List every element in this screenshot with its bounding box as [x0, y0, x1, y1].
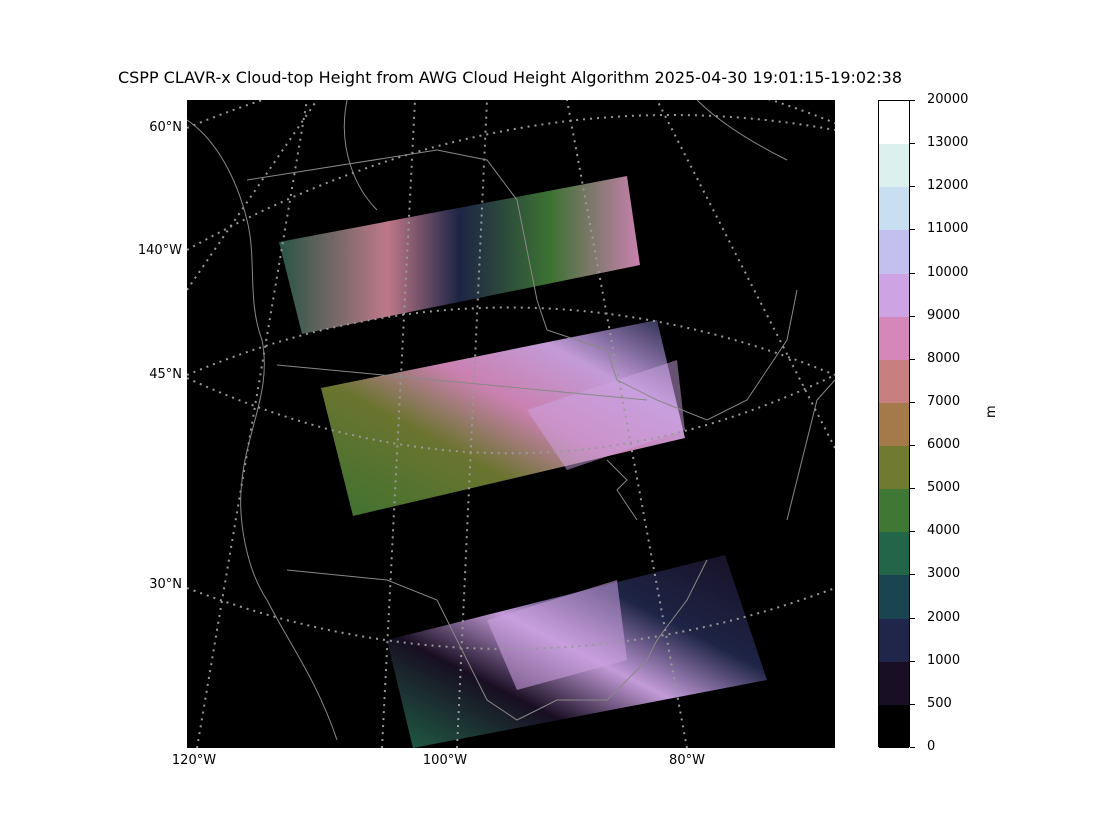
map-canvas — [187, 100, 835, 748]
colorbar-tick — [910, 358, 915, 360]
colorbar-unit: m — [984, 405, 999, 418]
lon-label-80w: 80°W — [669, 753, 705, 768]
colorbar-tick-label: 13000 — [927, 135, 969, 151]
swath-south-cloud — [487, 580, 627, 690]
colorbar-tick-label: 0 — [927, 739, 936, 754]
colorbar-segment — [879, 101, 909, 145]
colorbar-tick — [910, 703, 915, 705]
colorbar-tick — [910, 272, 915, 274]
colorbar-tick — [910, 747, 915, 748]
colorbar-tick-label: 10000 — [927, 264, 969, 280]
colorbar-segment — [879, 446, 909, 490]
swath-middle — [321, 320, 685, 516]
colorbar-segment — [879, 187, 909, 231]
colorbar-tick — [910, 531, 915, 533]
colorbar-tick — [910, 488, 915, 490]
colorbar-tick-label: 20000 — [927, 92, 969, 107]
colorbar-tick — [910, 574, 915, 576]
colorbar-tick — [910, 229, 915, 231]
colorbar-tick — [910, 100, 915, 101]
colorbar-segment — [879, 532, 909, 576]
colorbar-segment — [879, 316, 909, 361]
coastlines — [187, 100, 835, 741]
graticule — [187, 100, 835, 748]
swath-middle-cloud — [527, 360, 685, 470]
colorbar-segment — [879, 144, 909, 188]
colorbar-tick-label: 12000 — [927, 178, 969, 194]
lat-label-45n: 45°N — [149, 367, 182, 382]
lon-label-120w: 120°W — [171, 753, 217, 768]
colorbar-tick — [910, 143, 915, 145]
colorbar-segment — [879, 230, 909, 275]
colorbar-tick-label: 2000 — [927, 609, 961, 625]
colorbar-segment — [879, 273, 909, 318]
colorbar-segment — [879, 489, 909, 533]
colorbar-tick-label: 5000 — [927, 480, 961, 496]
colorbar-tick — [910, 186, 915, 188]
colorbar-tick-label: 9000 — [927, 307, 961, 323]
colorbar-segment — [879, 402, 909, 447]
colorbar-segment — [879, 661, 909, 706]
colorbar-tick — [910, 315, 915, 317]
lon-label-100w: 100°W — [422, 753, 468, 768]
colorbar-segment — [879, 359, 909, 404]
colorbar-tick — [910, 401, 915, 403]
colorbar-tick-label: 500 — [927, 695, 952, 711]
lon-label-140w: 140°W — [137, 243, 182, 258]
colorbar-tick-label: 1000 — [927, 652, 961, 668]
lat-label-30n: 30°N — [149, 577, 182, 592]
colorbar-tick-label: 11000 — [927, 221, 969, 237]
colorbar-segment — [879, 704, 909, 749]
map-panel — [187, 100, 835, 748]
colorbar-tick-label: 3000 — [927, 566, 961, 582]
lat-label-60n: 60°N — [149, 120, 182, 135]
colorbar-tick-label: 8000 — [927, 350, 961, 366]
colorbar-segment — [879, 618, 909, 663]
figure-title: CSPP CLAVR-x Cloud-top Height from AWG C… — [117, 68, 903, 87]
colorbar-tick — [910, 617, 915, 619]
swath-north — [279, 176, 640, 334]
colorbar-tick-label: 7000 — [927, 393, 961, 409]
colorbar-tick — [910, 660, 915, 662]
colorbar — [878, 100, 910, 749]
colorbar-tick-label: 6000 — [927, 437, 961, 453]
colorbar-tick-label: 4000 — [927, 523, 961, 539]
colorbar-tick — [910, 445, 915, 447]
colorbar-segment — [879, 575, 909, 620]
